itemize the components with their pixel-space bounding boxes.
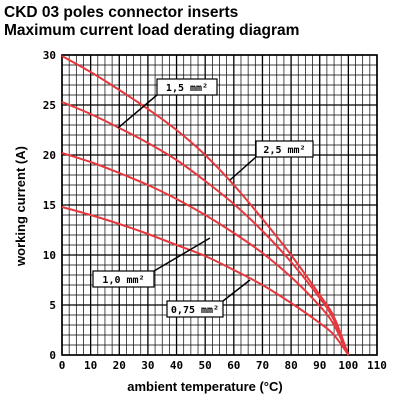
- y-tick-label: 20: [43, 149, 56, 162]
- x-tick-label: 0: [59, 359, 66, 372]
- annotation-leader: [117, 94, 158, 129]
- series-line-0-75-mm: [61, 206, 350, 356]
- x-tick-label: 110: [367, 359, 387, 372]
- y-tick-label: 10: [43, 249, 56, 262]
- annotation-leader: [153, 237, 211, 272]
- x-tick-label: 90: [313, 359, 326, 372]
- annotation-label: 1,0 mm²: [102, 275, 144, 286]
- annotation-box: [92, 270, 155, 288]
- x-tick-label: 30: [141, 359, 154, 372]
- grid: [61, 54, 378, 356]
- x-tick-label: 100: [338, 359, 358, 372]
- annotation-leader: [222, 279, 251, 302]
- x-tick-label: 60: [227, 359, 240, 372]
- series-line-1-5-mm: [61, 55, 350, 356]
- x-axis-label: ambient temperature (°C): [127, 379, 282, 394]
- x-tick-label: 40: [170, 359, 183, 372]
- x-tick-label: 10: [84, 359, 97, 372]
- y-tick-label: 0: [49, 349, 56, 362]
- annotation-label: 0,75 mm²: [171, 305, 219, 316]
- series-line-2-5-mm: [61, 101, 350, 356]
- chart-title: CKD 03 poles connector inserts: [4, 4, 239, 21]
- series-lines: [61, 55, 350, 356]
- annotation-leader: [229, 156, 257, 181]
- plot-frame: [61, 54, 378, 356]
- x-tick-label: 70: [256, 359, 269, 372]
- annotation-label: 2,5 mm²: [263, 145, 305, 156]
- y-axis-label: working current (A): [13, 146, 28, 267]
- annotation-label: 1,5 mm²: [166, 83, 208, 94]
- series-line-1-0-mm: [61, 152, 350, 356]
- x-tick-label: 80: [284, 359, 297, 372]
- tick-labels: 0 10 20 30 40 50 60 70 80 90 100 110 0 5 10 15 20 25 30: [43, 49, 387, 372]
- annotations: 1,5 mm² 2,5 mm² 1,0 mm² 0,75 mm²: [92, 78, 314, 318]
- y-tick-label: 15: [43, 199, 56, 212]
- y-tick-label: 30: [43, 49, 56, 62]
- chart-subtitle: Maximum current load derating diagram: [4, 22, 300, 39]
- x-tick-label: 20: [113, 359, 126, 372]
- annotation-box: [156, 78, 218, 96]
- annotation-box: [166, 300, 224, 318]
- x-tick-label: 50: [199, 359, 212, 372]
- y-tick-label: 25: [43, 99, 56, 112]
- y-tick-label: 5: [49, 299, 56, 312]
- annotation-box: [255, 140, 314, 158]
